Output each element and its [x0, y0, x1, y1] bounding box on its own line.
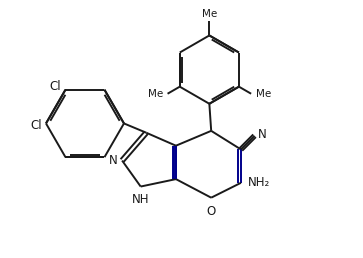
Text: Me: Me	[148, 89, 163, 99]
Text: NH₂: NH₂	[248, 176, 270, 189]
Text: N: N	[258, 128, 267, 141]
Text: Me: Me	[202, 9, 217, 19]
Text: Cl: Cl	[49, 80, 61, 93]
Text: N: N	[109, 154, 118, 167]
Text: Cl: Cl	[30, 119, 41, 132]
Text: NH: NH	[132, 193, 150, 206]
Text: O: O	[207, 205, 216, 218]
Text: Me: Me	[256, 89, 271, 99]
